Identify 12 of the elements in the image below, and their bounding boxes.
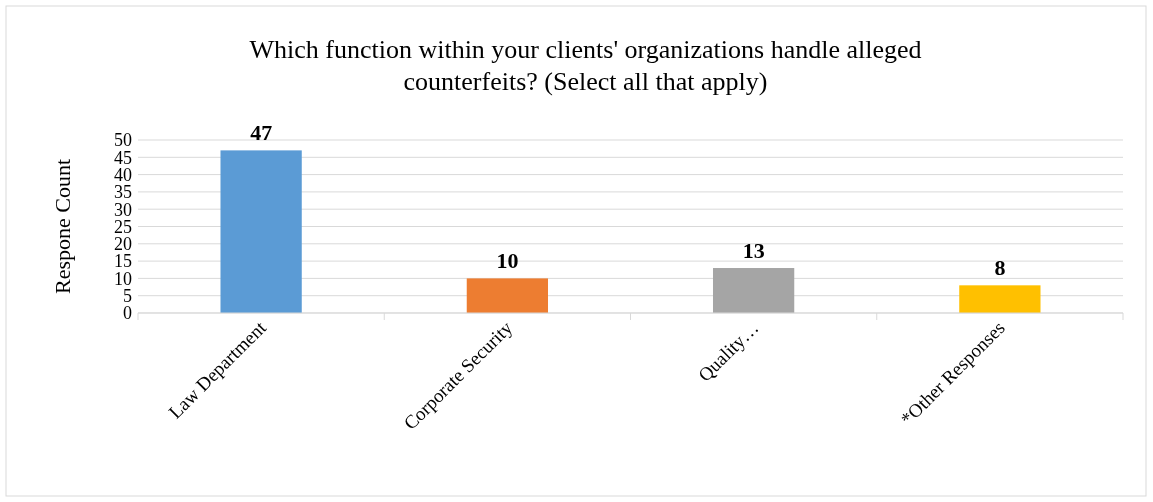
- bar: [220, 150, 302, 313]
- data-label: 13: [742, 238, 765, 264]
- data-label: 10: [496, 248, 519, 274]
- data-label: 8: [994, 255, 1006, 281]
- y-tick-label: 0: [123, 303, 132, 324]
- chart-title: Which function within your clients' organizations handle alleged counterfeits? (Select all that apply): [249, 35, 922, 96]
- y-tick-label: 5: [123, 286, 132, 306]
- bar: [959, 285, 1041, 313]
- bar: [712, 268, 795, 313]
- data-label: 47: [250, 120, 273, 146]
- bar: [466, 278, 549, 313]
- y-axis-title: Respone Count: [50, 158, 75, 295]
